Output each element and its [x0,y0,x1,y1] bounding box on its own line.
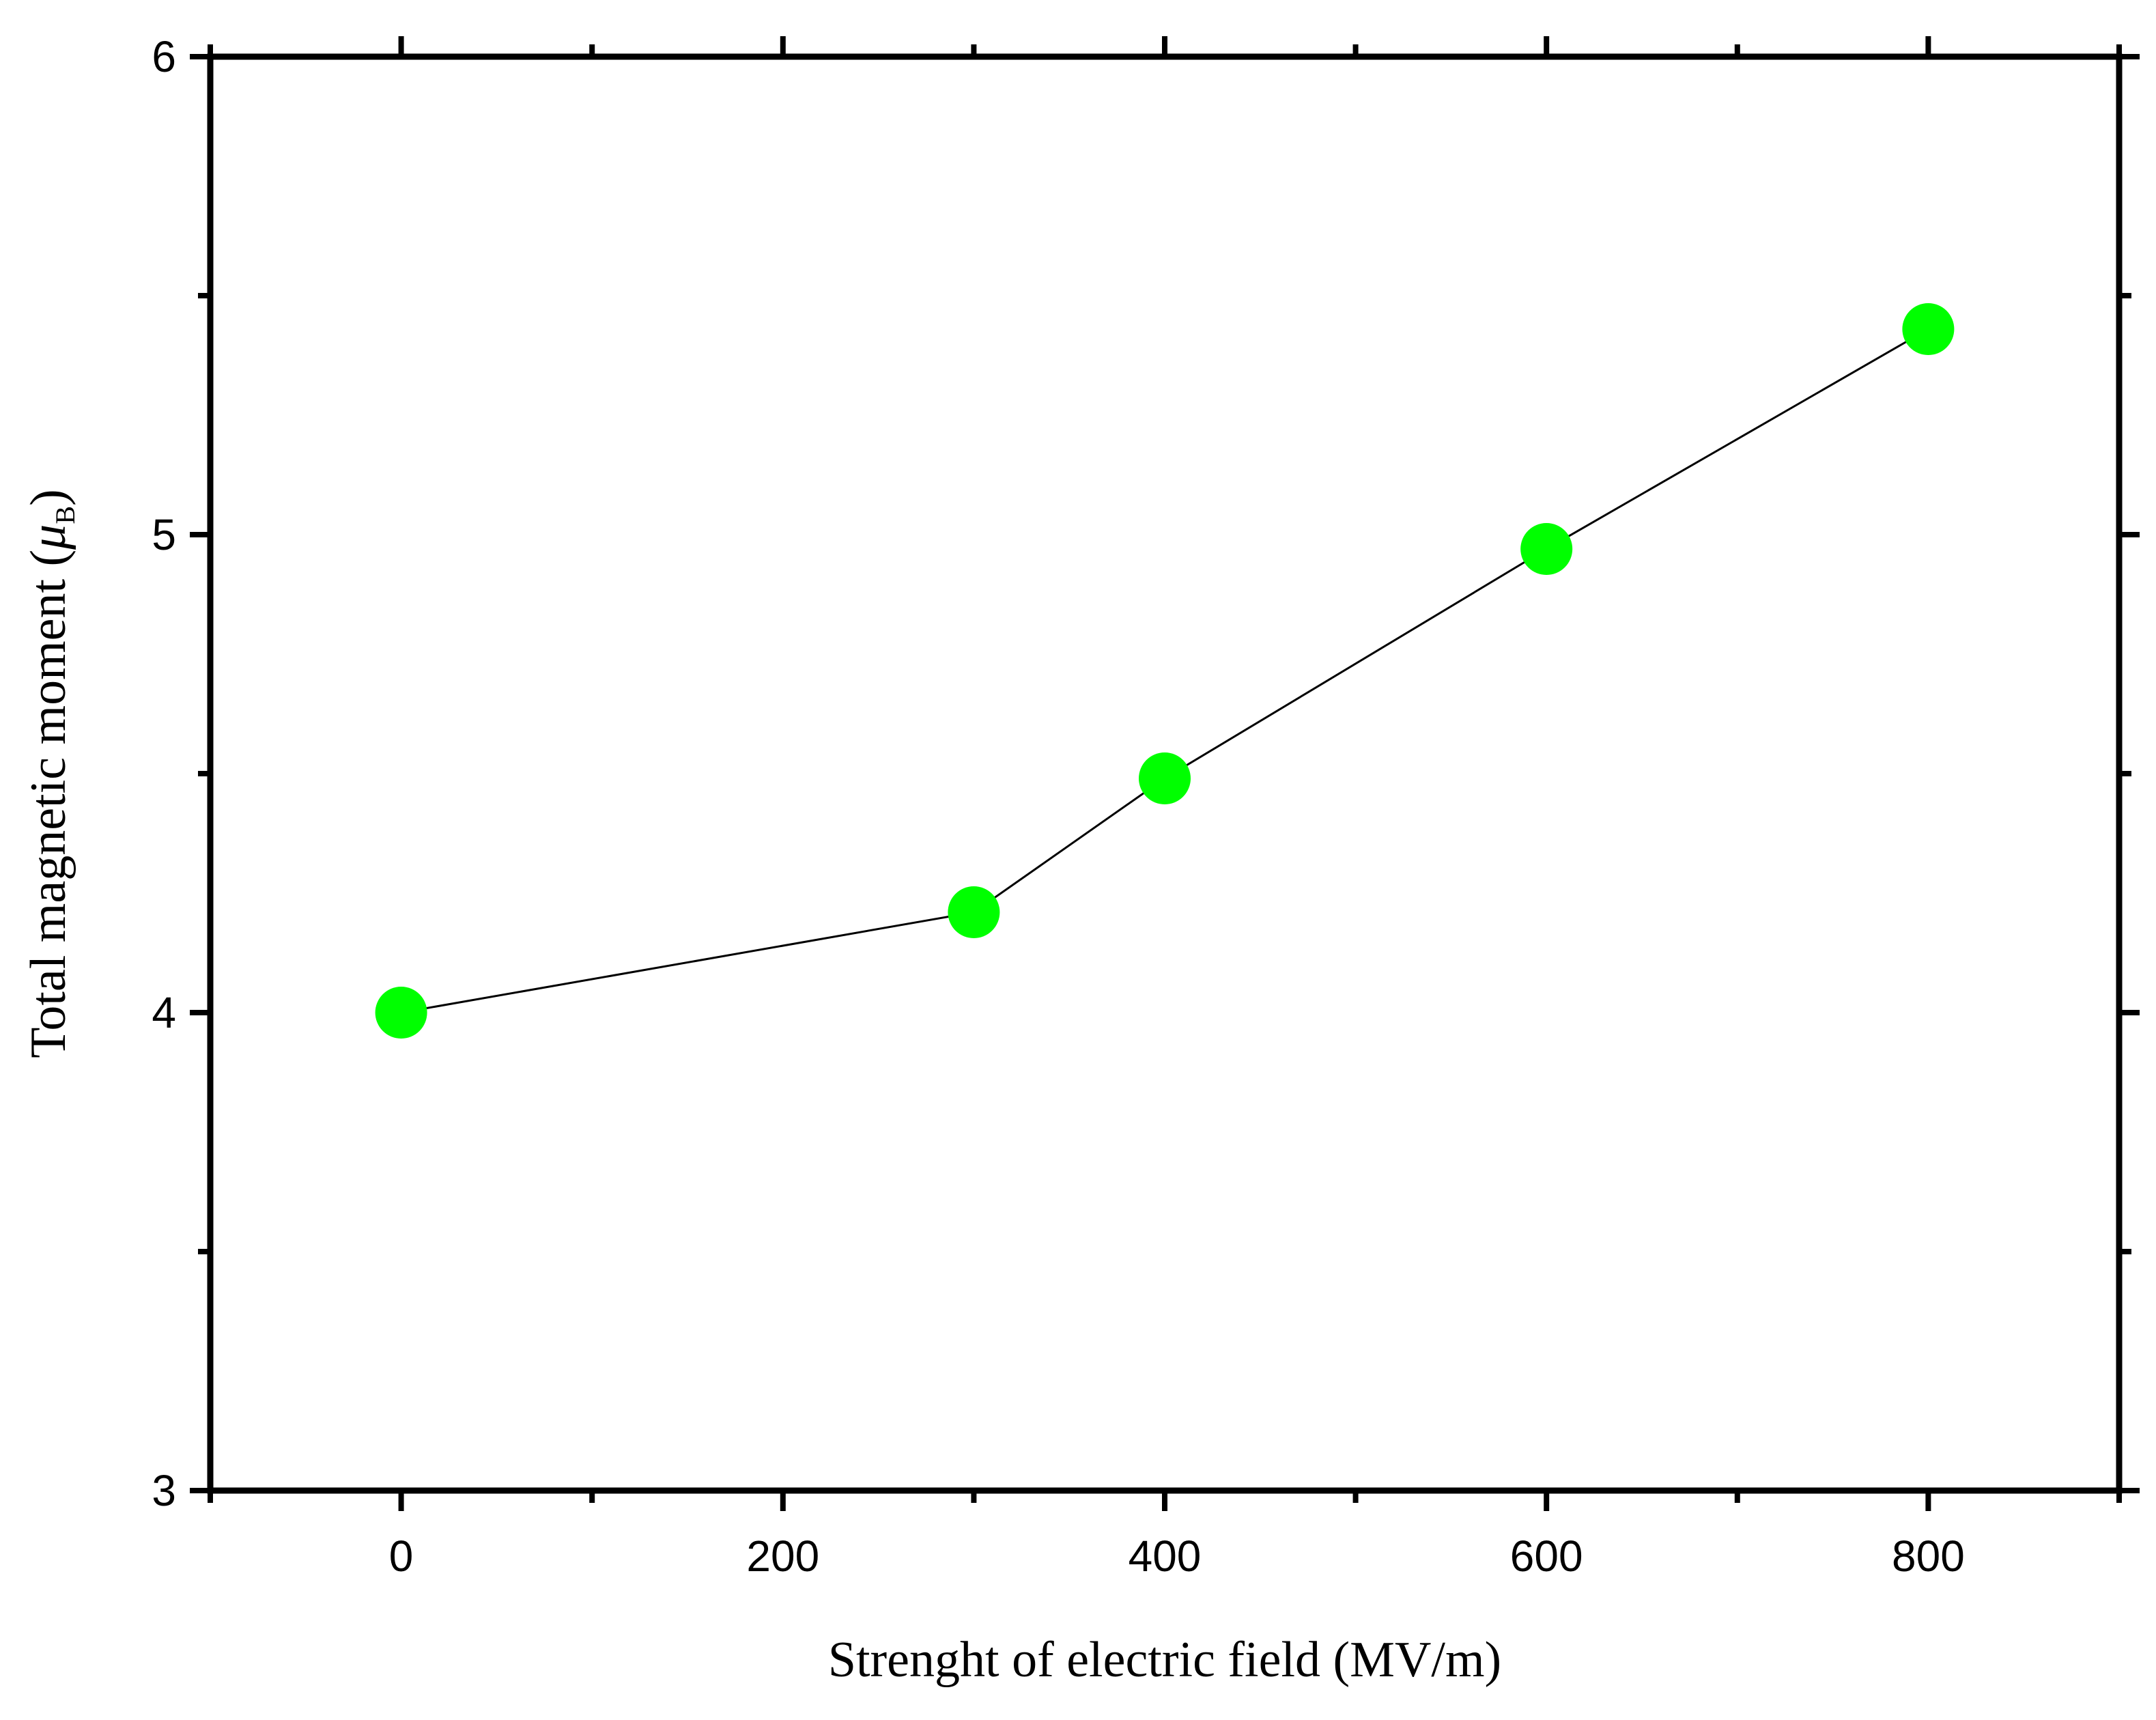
tick-labels: 0 200 400 600 800 3 4 5 6 [152,32,1964,1581]
y-axis-title-group: Total magnetic moment (μB) [20,489,81,1058]
data-point [1902,303,1955,355]
x-tick-label: 0 [389,1532,414,1581]
series-line [401,328,1929,1014]
y-tick-label: 4 [152,988,176,1037]
x-tick-label: 600 [1510,1532,1583,1581]
y-axis-title: Total magnetic moment (μB) [20,489,81,1058]
x-axis-title: Strenght of electric field (MV/m) [828,1632,1501,1688]
axis-ticks [190,36,2140,1511]
y-tick-label: 3 [152,1466,176,1515]
y-axis-title-text: Total magnetic moment ( [20,550,76,1058]
data-point [1520,523,1573,575]
series-layer [375,303,1955,1039]
x-tick-label: 200 [746,1532,819,1581]
data-point [948,886,1000,938]
y-tick-label: 6 [152,32,176,81]
y-axis-title-subscript: B [50,506,81,524]
x-tick-label: 400 [1129,1532,1202,1581]
y-tick-label: 5 [152,510,176,559]
y-axis-title-symbol: μ [20,524,76,550]
x-tick-label: 800 [1892,1532,1965,1581]
data-point [1139,752,1191,804]
data-point [375,987,427,1039]
y-axis-title-close: ) [20,489,76,506]
